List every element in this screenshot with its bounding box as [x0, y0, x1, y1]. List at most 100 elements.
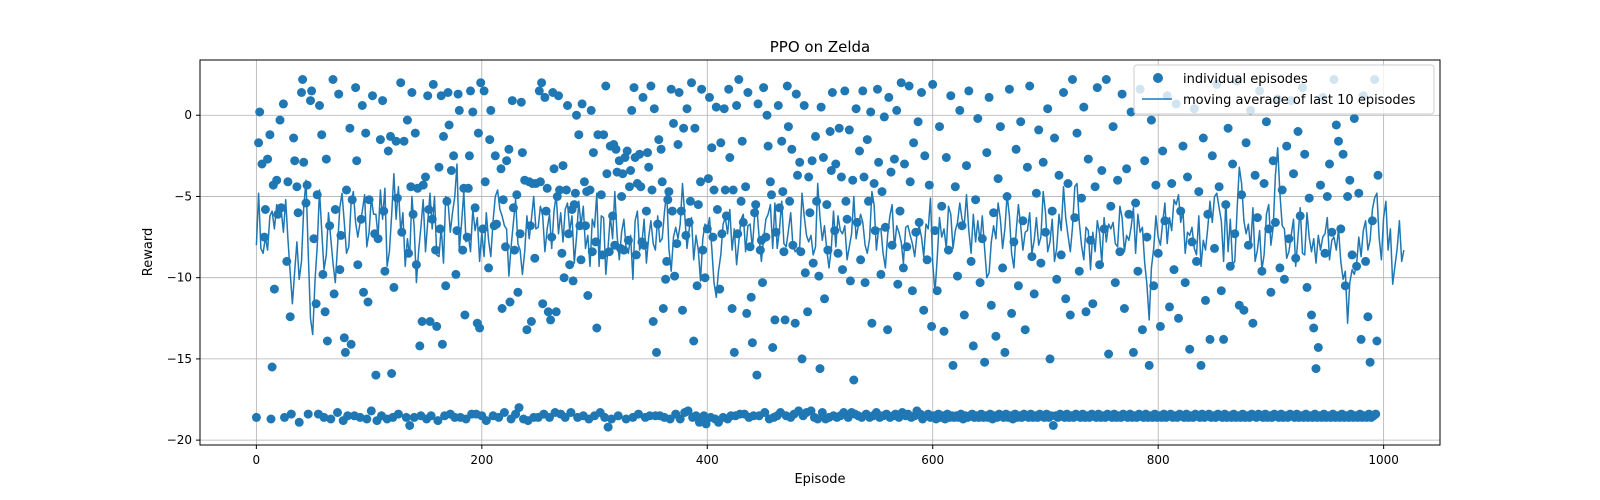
scatter-point	[1259, 179, 1269, 188]
scatter-point	[622, 146, 632, 156]
scatter-point	[294, 417, 304, 427]
y-tick-label: −10	[167, 271, 192, 285]
scatter-point	[927, 321, 937, 331]
scatter-point	[255, 107, 265, 117]
scatter-point	[973, 114, 983, 123]
scatter-point	[734, 75, 744, 84]
scatter-point	[535, 177, 545, 187]
scatter-point	[1203, 209, 1213, 219]
scatter-point	[1092, 83, 1102, 93]
scatter-point	[1043, 104, 1053, 114]
scatter-point	[328, 75, 338, 84]
scatter-point	[666, 84, 676, 94]
scatter-point	[993, 174, 1003, 184]
scatter-point	[432, 321, 442, 331]
scatter-point	[1106, 201, 1116, 211]
scatter-point	[1230, 229, 1240, 239]
scatter-point	[406, 182, 416, 192]
scatter-point	[913, 117, 923, 127]
scatter-point	[514, 403, 524, 413]
x-tick-label: 600	[921, 453, 944, 467]
scatter-point	[682, 104, 692, 114]
scatter-point	[607, 414, 616, 424]
scatter-point	[815, 364, 825, 374]
scatter-point	[1174, 313, 1183, 323]
scatter-point	[579, 177, 589, 187]
scatter-point	[557, 248, 567, 258]
scatter-point	[1371, 409, 1381, 419]
scatter-point	[1158, 146, 1168, 156]
scatter-point	[566, 408, 576, 417]
scatter-point	[672, 239, 682, 249]
scatter-point	[1363, 312, 1373, 322]
x-axis-label: Episode	[794, 472, 845, 487]
scatter-point	[1059, 88, 1068, 97]
scatter-point	[796, 247, 806, 257]
scatter-point	[435, 224, 445, 234]
scatter-point	[879, 112, 889, 122]
scatter-point	[1198, 133, 1208, 143]
scatter-point	[656, 144, 666, 154]
scatter-point	[516, 97, 526, 107]
scatter-point	[1036, 258, 1046, 268]
scatter-point	[543, 307, 553, 317]
scatter-point	[498, 195, 508, 205]
scatter-point	[1345, 175, 1355, 185]
scatter-point	[1248, 318, 1258, 328]
scatter-point	[964, 86, 974, 96]
scatter-point	[778, 187, 788, 197]
scatter-point	[895, 206, 905, 216]
scatter-point	[858, 86, 868, 96]
scatter-point	[729, 347, 739, 357]
scatter-point	[876, 269, 886, 279]
scatter-point	[687, 78, 696, 88]
scatter-point	[848, 175, 858, 185]
scatter-point	[569, 200, 579, 210]
scatter-point	[1011, 144, 1021, 154]
scatter-point	[407, 88, 417, 97]
scatter-point	[746, 292, 756, 302]
x-tick-label: 1000	[1368, 453, 1399, 467]
scatter-point	[652, 347, 661, 357]
scatter-point	[831, 159, 841, 169]
y-tick-label: −20	[167, 433, 192, 447]
scatter-point	[1201, 295, 1210, 305]
scatter-point	[402, 115, 412, 125]
scatter-point	[944, 245, 953, 255]
scatter-point	[1047, 206, 1057, 216]
scatter-point	[924, 180, 934, 190]
scatter-point	[1275, 263, 1285, 273]
scatter-point	[803, 307, 813, 317]
scatter-point	[574, 130, 584, 140]
scatter-point	[675, 414, 685, 424]
scatter-point	[1013, 281, 1023, 291]
scatter-point	[346, 339, 356, 349]
scatter-point	[869, 179, 879, 188]
scatter-point	[436, 91, 446, 101]
scatter-point	[986, 300, 996, 310]
scatter-point	[807, 156, 817, 166]
scatter-point	[950, 182, 960, 192]
x-tick-label: 800	[1147, 453, 1170, 467]
scatter-point	[1241, 138, 1251, 148]
scatter-point	[466, 86, 475, 96]
scatter-point	[626, 166, 636, 175]
scatter-point	[707, 143, 717, 153]
scatter-point	[1133, 266, 1143, 276]
scatter-point	[1151, 180, 1161, 190]
scatter-point	[783, 122, 793, 132]
scatter-point	[285, 312, 295, 322]
scatter-point	[311, 299, 321, 309]
scatter-point	[747, 338, 757, 348]
scatter-point	[1074, 266, 1084, 276]
scatter-point	[827, 88, 837, 97]
scatter-point	[339, 333, 349, 343]
scatter-point	[777, 136, 787, 146]
scatter-point	[541, 206, 551, 216]
scatter-point	[396, 78, 406, 88]
scatter-point	[1210, 243, 1219, 253]
scatter-point	[565, 260, 575, 270]
scatter-point	[480, 177, 490, 187]
scatter-point	[646, 81, 656, 91]
scatter-point	[670, 271, 680, 281]
